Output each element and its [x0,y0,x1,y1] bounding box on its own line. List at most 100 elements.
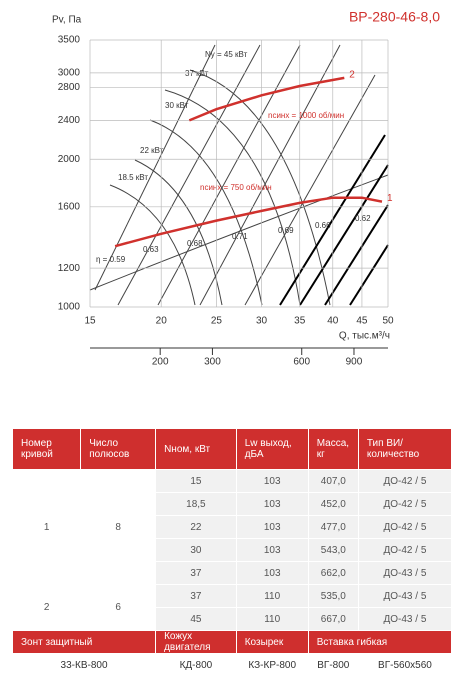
header-cell: Кожух двигателя [155,630,237,654]
spec-table: Номер кривой Число полюсов Nном, кВт Lw вых… [11,428,453,677]
y-tick-label: 2000 [58,154,81,165]
header-cell: Тип ВИ/ количество [357,428,453,470]
table-cell: 103 [235,469,309,493]
header-cell: Номер кривой [11,428,82,470]
table-cell: 33-КВ-800 [11,653,157,677]
system-line [117,44,261,306]
efficiency-label: 0.62 [355,214,371,223]
table-cell: 37 [155,584,237,608]
header-cell: Козырек [235,630,309,654]
table-cell: ДО-42 / 5 [357,515,453,539]
table-cell: 18,5 [155,492,237,516]
efficiency-label: 0.63 [143,245,159,254]
x2-tick-label: 900 [346,357,363,368]
table-cell: ДО-42 / 5 [357,469,453,493]
limit-lines [279,134,389,306]
power-label: 30 кВт [165,101,189,110]
table-cell: 37 [155,561,237,585]
system-line [199,44,341,306]
table-row: 1 8 15 103 407,0 ДО-42 / 5 [11,469,453,585]
table-row: 2 6 37 110 535,0 ДО-43 / 5 [11,584,453,631]
y-axis-label: Pv, Па [52,15,82,26]
curve [188,76,345,122]
header-row: Номер кривой Число полюсов Nном, кВт Lw вых… [11,428,453,470]
speed-label: nсинх = 1000 об/мин [268,111,344,120]
table-cell: ВГ-560х560 [357,653,453,677]
x2-tick-label: 300 [204,357,221,368]
system-lines [89,44,389,306]
table-cell: 110 [235,607,309,631]
system-line [157,44,301,306]
limit-line [324,204,389,306]
efficiency-label: 0.66 [315,221,331,230]
table-cell: 103 [235,561,309,585]
table-cell: 45 [155,607,237,631]
x-tick-label: 30 [256,316,268,327]
power-label: Ny = 45 кВт [205,50,248,59]
y-tick-label: 1000 [58,302,81,313]
curve-cell: 1 [11,469,82,585]
table-cell: 407,0 [307,469,359,493]
x-axis-label: Q, тыс.м³/ч [339,331,390,342]
system-line [244,74,376,306]
table-cell: 477,0 [307,515,359,539]
x-tick-label: 20 [156,316,168,327]
header-cell: Lw выход, дБА [235,428,309,470]
x2-tick-label: 600 [293,357,310,368]
table-cell: КЗ-КР-800 [235,653,309,677]
curve-cell: 2 [11,584,82,631]
accessories-header-row: Зонт защитный Кожух двигателя Козырек Встав… [11,630,453,654]
efficiency-label: 0.68 [187,239,203,248]
curve-label: 1 [387,193,393,204]
table-cell: 22 [155,515,237,539]
power-curve [164,89,301,306]
chart-title: ВР-280-46-8,0 [349,9,440,25]
table-cell: 103 [235,538,309,562]
limit-line [349,244,389,306]
x-tick-label: 25 [211,316,223,327]
table-cell: 543,0 [307,538,359,562]
table-row: 45 110 667,0 ДО-43 / 5 [13,607,453,631]
x-tick-label: 15 [84,316,96,327]
table-cell: КД-800 [155,653,237,677]
efficiency-label: 0.69 [278,226,294,235]
limit-line [299,164,389,306]
system-line [94,44,216,291]
table-cell: 662,0 [307,561,359,585]
power-label: 22 кВт [140,146,164,155]
x-tick-label: 40 [327,316,339,327]
power-curve [109,184,196,306]
y-tick-label: 3000 [58,67,81,78]
table-cell: 110 [235,584,309,608]
header-cell: Число полюсов [80,428,157,470]
y-tick-label: 1600 [58,201,81,212]
y-tick-label: 2400 [58,115,81,126]
header-cell: Масса, кг [307,428,359,470]
efficiency-curve [89,174,389,291]
table-row: 18,5 103 452,0 ДО-42 / 5 [13,492,453,516]
x2-tick-label: 200 [152,357,169,368]
table-cell: 30 [155,538,237,562]
table-cell: ДО-42 / 5 [357,538,453,562]
curve-label: 2 [349,70,355,81]
table-cell: 667,0 [307,607,359,631]
efficiency-label: 0.71 [232,232,248,241]
header-cell: Вставка гибкая [307,630,453,654]
table-cell: 103 [235,492,309,516]
table-row: 37 103 662,0 ДО-43 / 5 [13,561,453,585]
y-tick-label: 2800 [58,82,81,93]
y-tick-label: 1200 [58,263,81,274]
poles-cell: 6 [80,584,157,631]
poles-cell: 8 [80,469,157,585]
table-cell: ДО-43 / 5 [357,561,453,585]
efficiency-label: η = 0.59 [96,255,126,264]
x-tick-label: 45 [356,316,368,327]
power-label: 18.5 кВт [118,173,148,182]
header-cell: Зонт защитный [11,630,157,654]
table-cell: ВГ-800 [307,653,359,677]
power-label: 37 кВт [185,69,209,78]
x-tick-label: 35 [294,316,306,327]
table-cell: ДО-43 / 5 [357,584,453,608]
curve [114,196,383,248]
